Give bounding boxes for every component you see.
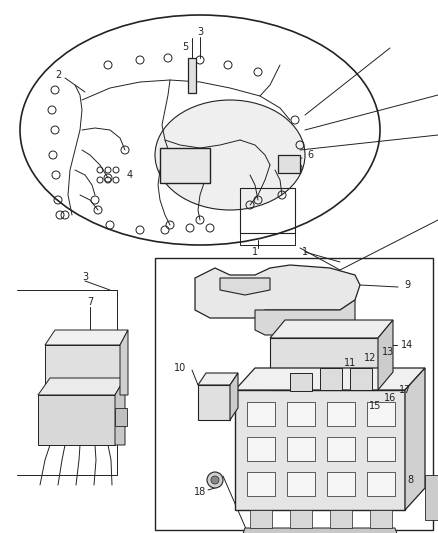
Polygon shape bbox=[270, 320, 393, 338]
Polygon shape bbox=[330, 510, 352, 528]
Text: 17: 17 bbox=[399, 385, 411, 395]
Bar bbox=[327, 472, 355, 496]
Bar bbox=[327, 402, 355, 426]
Polygon shape bbox=[115, 378, 125, 445]
Bar bbox=[247, 437, 275, 461]
Circle shape bbox=[71, 341, 75, 345]
Circle shape bbox=[289, 165, 293, 169]
Polygon shape bbox=[45, 345, 120, 395]
Polygon shape bbox=[255, 300, 355, 335]
Polygon shape bbox=[370, 510, 392, 528]
Bar bbox=[160, 148, 210, 183]
Polygon shape bbox=[250, 510, 272, 528]
Bar bbox=[367, 437, 395, 461]
Polygon shape bbox=[38, 395, 115, 445]
Text: 6: 6 bbox=[307, 150, 313, 160]
Text: 11: 11 bbox=[344, 358, 356, 368]
Bar bbox=[290, 373, 312, 391]
Polygon shape bbox=[235, 390, 405, 510]
Circle shape bbox=[56, 335, 60, 341]
Circle shape bbox=[100, 335, 106, 341]
Polygon shape bbox=[290, 510, 312, 528]
Polygon shape bbox=[378, 320, 393, 390]
Bar bbox=[287, 402, 315, 426]
Circle shape bbox=[71, 345, 75, 351]
Polygon shape bbox=[405, 368, 425, 510]
Circle shape bbox=[280, 157, 286, 163]
Circle shape bbox=[280, 165, 286, 169]
Text: 3: 3 bbox=[197, 27, 203, 37]
Polygon shape bbox=[220, 278, 270, 295]
Bar bbox=[278, 155, 300, 173]
Circle shape bbox=[71, 335, 75, 341]
Text: 1: 1 bbox=[302, 247, 308, 257]
Bar bbox=[115, 408, 127, 426]
Polygon shape bbox=[230, 373, 238, 420]
Bar bbox=[247, 402, 275, 426]
Text: 10: 10 bbox=[174, 363, 186, 373]
Polygon shape bbox=[198, 373, 238, 385]
Text: 3: 3 bbox=[82, 272, 88, 282]
Bar bbox=[287, 472, 315, 496]
Polygon shape bbox=[120, 330, 128, 395]
Bar bbox=[287, 437, 315, 461]
Text: 1: 1 bbox=[252, 247, 258, 257]
Circle shape bbox=[100, 345, 106, 351]
Circle shape bbox=[207, 472, 223, 488]
Polygon shape bbox=[198, 385, 230, 420]
Text: 18: 18 bbox=[194, 487, 206, 497]
Bar bbox=[350, 368, 372, 390]
Text: 2: 2 bbox=[55, 70, 61, 80]
Polygon shape bbox=[240, 528, 400, 533]
Bar bbox=[367, 402, 395, 426]
Polygon shape bbox=[195, 265, 360, 318]
Text: 14: 14 bbox=[401, 340, 413, 350]
Polygon shape bbox=[38, 378, 125, 395]
Polygon shape bbox=[235, 368, 425, 390]
Text: 12: 12 bbox=[364, 353, 376, 363]
Ellipse shape bbox=[155, 100, 305, 210]
Circle shape bbox=[85, 335, 91, 341]
Bar bbox=[188, 58, 196, 93]
Text: 4: 4 bbox=[127, 170, 133, 180]
Bar bbox=[367, 472, 395, 496]
Text: 8: 8 bbox=[407, 475, 413, 485]
Text: 9: 9 bbox=[404, 280, 410, 290]
Circle shape bbox=[85, 341, 91, 345]
Text: 16: 16 bbox=[384, 393, 396, 403]
Bar bbox=[247, 472, 275, 496]
Circle shape bbox=[56, 341, 60, 345]
Circle shape bbox=[289, 157, 293, 163]
Text: 5: 5 bbox=[182, 42, 188, 52]
Text: 15: 15 bbox=[369, 401, 381, 411]
Polygon shape bbox=[425, 475, 438, 520]
Bar bbox=[155, 258, 433, 530]
Polygon shape bbox=[270, 338, 378, 390]
Text: 13: 13 bbox=[382, 347, 394, 357]
Polygon shape bbox=[45, 330, 128, 345]
Bar bbox=[327, 437, 355, 461]
Circle shape bbox=[211, 476, 219, 484]
Bar bbox=[240, 188, 295, 233]
Text: 7: 7 bbox=[87, 297, 93, 307]
Circle shape bbox=[100, 341, 106, 345]
Circle shape bbox=[56, 345, 60, 351]
Bar bbox=[320, 368, 342, 390]
Circle shape bbox=[85, 345, 91, 351]
